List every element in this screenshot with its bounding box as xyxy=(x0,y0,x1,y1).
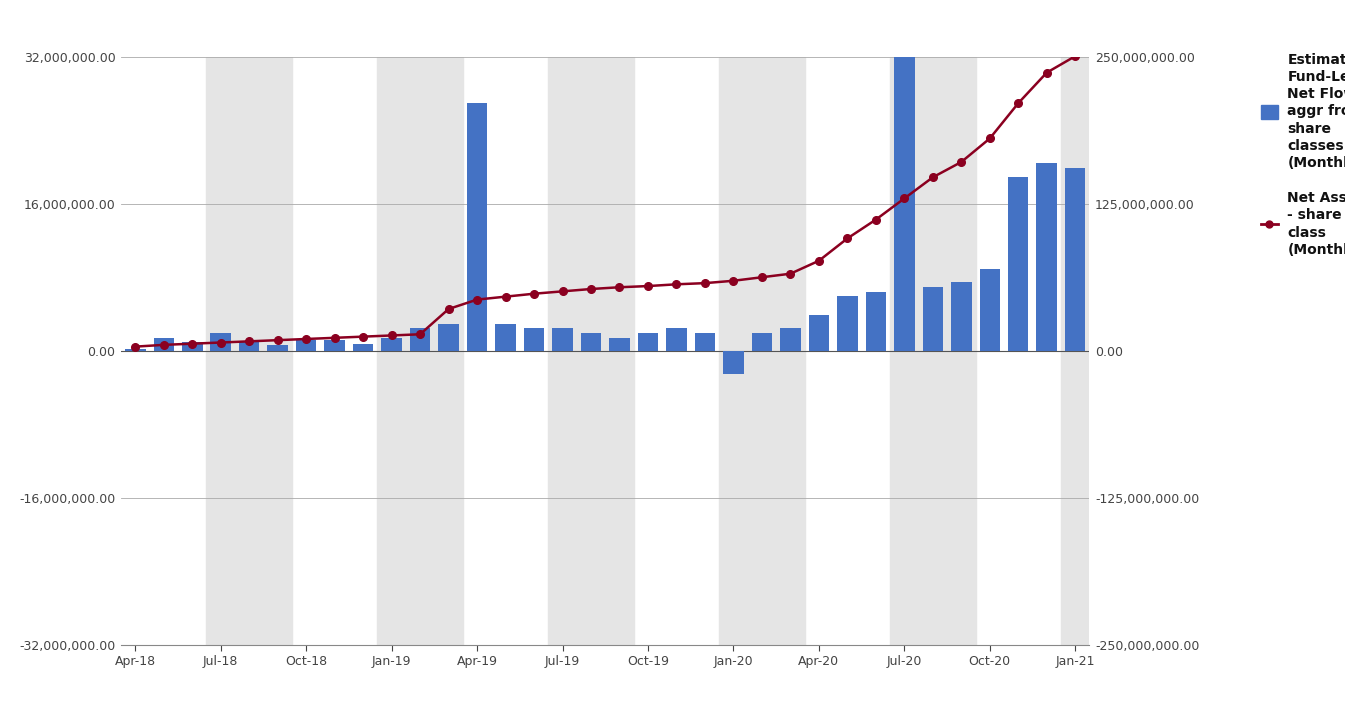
Bar xyxy=(923,287,943,351)
Bar xyxy=(951,282,971,351)
Bar xyxy=(890,57,975,645)
Bar xyxy=(467,103,487,351)
Bar xyxy=(979,269,1001,351)
Bar xyxy=(210,333,231,351)
Bar xyxy=(752,333,772,351)
Bar xyxy=(1007,177,1029,351)
Bar xyxy=(268,345,288,351)
Bar xyxy=(1037,163,1057,351)
Bar xyxy=(495,324,516,351)
Bar xyxy=(382,338,402,351)
Bar xyxy=(866,292,886,351)
Bar xyxy=(609,338,629,351)
Bar xyxy=(182,342,203,351)
Bar xyxy=(581,333,601,351)
Bar xyxy=(549,57,633,645)
Bar xyxy=(324,341,344,351)
Bar xyxy=(638,333,658,351)
Bar xyxy=(438,324,459,351)
Bar xyxy=(153,338,174,351)
Bar xyxy=(1061,57,1146,645)
Bar xyxy=(894,48,915,351)
Bar xyxy=(125,348,145,351)
Bar xyxy=(780,328,800,351)
Bar xyxy=(523,328,545,351)
Bar xyxy=(666,328,687,351)
Legend: Estimated
Fund-Level
Net Flow -
aggr from
share
classes
(Monthly), Net Assets
- : Estimated Fund-Level Net Flow - aggr fro… xyxy=(1262,52,1345,257)
Bar xyxy=(1065,168,1085,351)
Bar xyxy=(808,315,829,351)
Bar xyxy=(378,57,463,645)
Bar xyxy=(239,342,260,351)
Bar xyxy=(410,328,430,351)
Bar xyxy=(694,333,716,351)
Bar xyxy=(296,341,316,351)
Bar xyxy=(837,296,858,351)
Bar xyxy=(207,57,292,645)
Bar xyxy=(724,351,744,374)
Bar xyxy=(553,328,573,351)
Bar xyxy=(352,344,374,351)
Bar xyxy=(720,57,804,645)
